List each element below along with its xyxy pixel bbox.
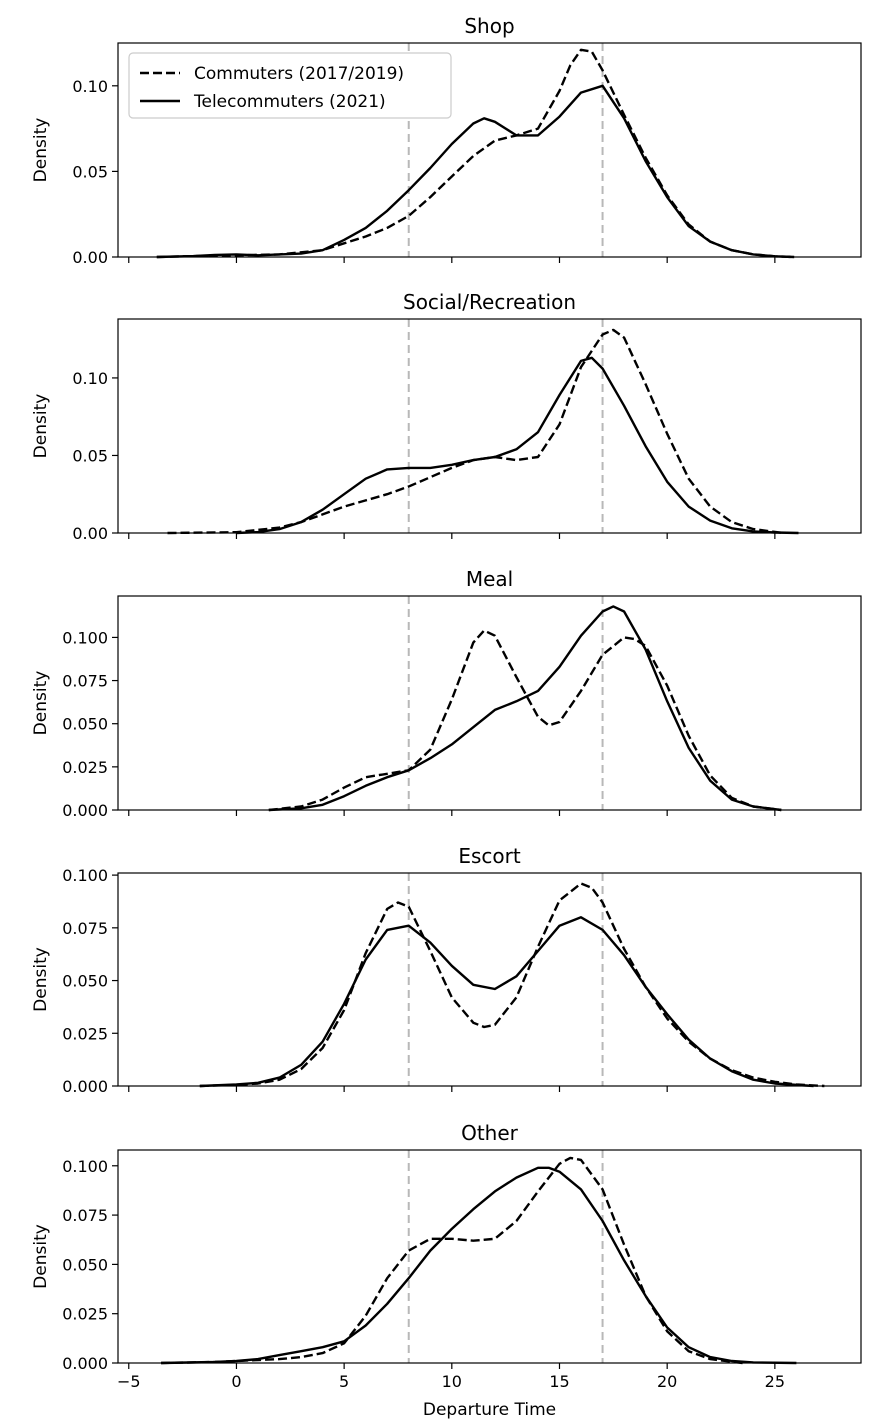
series-line-telecommuters <box>156 84 795 259</box>
series-line-commuters <box>199 882 825 1088</box>
series-line-telecommuters <box>161 1166 797 1365</box>
panel-meal: Meal Density 0.000 0.025 0.050 0.075 0.100 <box>31 567 862 820</box>
y-tick-label: 0.050 <box>62 1255 108 1274</box>
plot-frame <box>117 872 862 1087</box>
y-tick-label: 0.075 <box>62 1206 108 1225</box>
legend-label: Telecommuters (2021) <box>193 92 386 112</box>
legend: Commuters (2017/2019) Telecommuters (2021… <box>128 52 452 119</box>
y-tick-label: 0.000 <box>62 1354 108 1373</box>
x-tick-label: −5 <box>117 1372 141 1391</box>
plot-frame <box>117 1149 862 1364</box>
y-tick-label: 0.100 <box>62 866 108 885</box>
y-tick-label: 0.00 <box>72 524 108 543</box>
x-tick-label: 15 <box>549 1372 569 1391</box>
panel-other: Other Density 0.000 0.025 0.050 0.075 0.100 −5 0… <box>31 1121 862 1420</box>
y-tick-label: 0.025 <box>62 1305 108 1324</box>
y-axis-label: Density <box>31 1224 51 1289</box>
x-axis-label: Departure Time <box>423 1400 556 1420</box>
y-tick-label: 0.075 <box>62 672 108 691</box>
y-tick-label: 0.100 <box>62 628 108 647</box>
x-tick-label: 10 <box>442 1372 462 1391</box>
y-axis-label: Density <box>31 394 51 459</box>
panel-social-recreation: Social/Recreation Density 0.00 0.05 0.10 <box>31 290 862 543</box>
y-tick-label: 0.000 <box>62 801 108 820</box>
plot-frame <box>117 595 862 811</box>
y-tick-label: 0.05 <box>72 446 108 465</box>
panel-title: Meal <box>466 567 513 591</box>
series-line-commuters <box>161 1156 743 1365</box>
y-axis-label: Density <box>31 118 51 183</box>
y-axis-label: Density <box>31 671 51 736</box>
y-tick-label: 0.000 <box>62 1077 108 1096</box>
legend-label: Commuters (2017/2019) <box>194 64 404 84</box>
y-tick-label: 0.050 <box>62 972 108 991</box>
panel-title: Social/Recreation <box>403 290 576 314</box>
series-line-telecommuters <box>199 916 814 1088</box>
x-tick-label: 0 <box>231 1372 241 1391</box>
x-tick-label: 5 <box>339 1372 349 1391</box>
y-axis-label: Density <box>31 947 51 1012</box>
series-line-telecommuters <box>268 605 782 812</box>
panel-title: Escort <box>458 844 521 868</box>
plot-frame <box>117 318 862 534</box>
y-tick-label: 0.05 <box>72 162 108 181</box>
panel-shop: Shop Density 0.00 0.05 0.10 Commuters (2017/2… <box>31 14 862 267</box>
y-tick-label: 0.025 <box>62 758 108 777</box>
panel-escort: Escort Density 0.000 0.025 0.050 0.075 0.100 <box>31 844 862 1096</box>
y-tick-label: 0.025 <box>62 1024 108 1043</box>
series-line-commuters <box>268 629 782 812</box>
y-tick-label: 0.10 <box>72 369 108 388</box>
plot-frame <box>117 42 862 258</box>
y-tick-label: 0.050 <box>62 715 108 734</box>
panel-title: Other <box>461 1121 519 1145</box>
panel-title: Shop <box>464 14 514 38</box>
y-tick-label: 0.100 <box>62 1157 108 1176</box>
legend-box <box>128 52 452 119</box>
series-line-telecommuters <box>236 356 799 535</box>
x-tick-label: 20 <box>657 1372 677 1391</box>
y-tick-label: 0.00 <box>72 248 108 267</box>
x-tick-label: 25 <box>765 1372 785 1391</box>
series-line-commuters <box>156 48 795 259</box>
series-line-commuters <box>167 328 784 535</box>
y-tick-label: 0.075 <box>62 919 108 938</box>
y-tick-label: 0.10 <box>72 77 108 96</box>
